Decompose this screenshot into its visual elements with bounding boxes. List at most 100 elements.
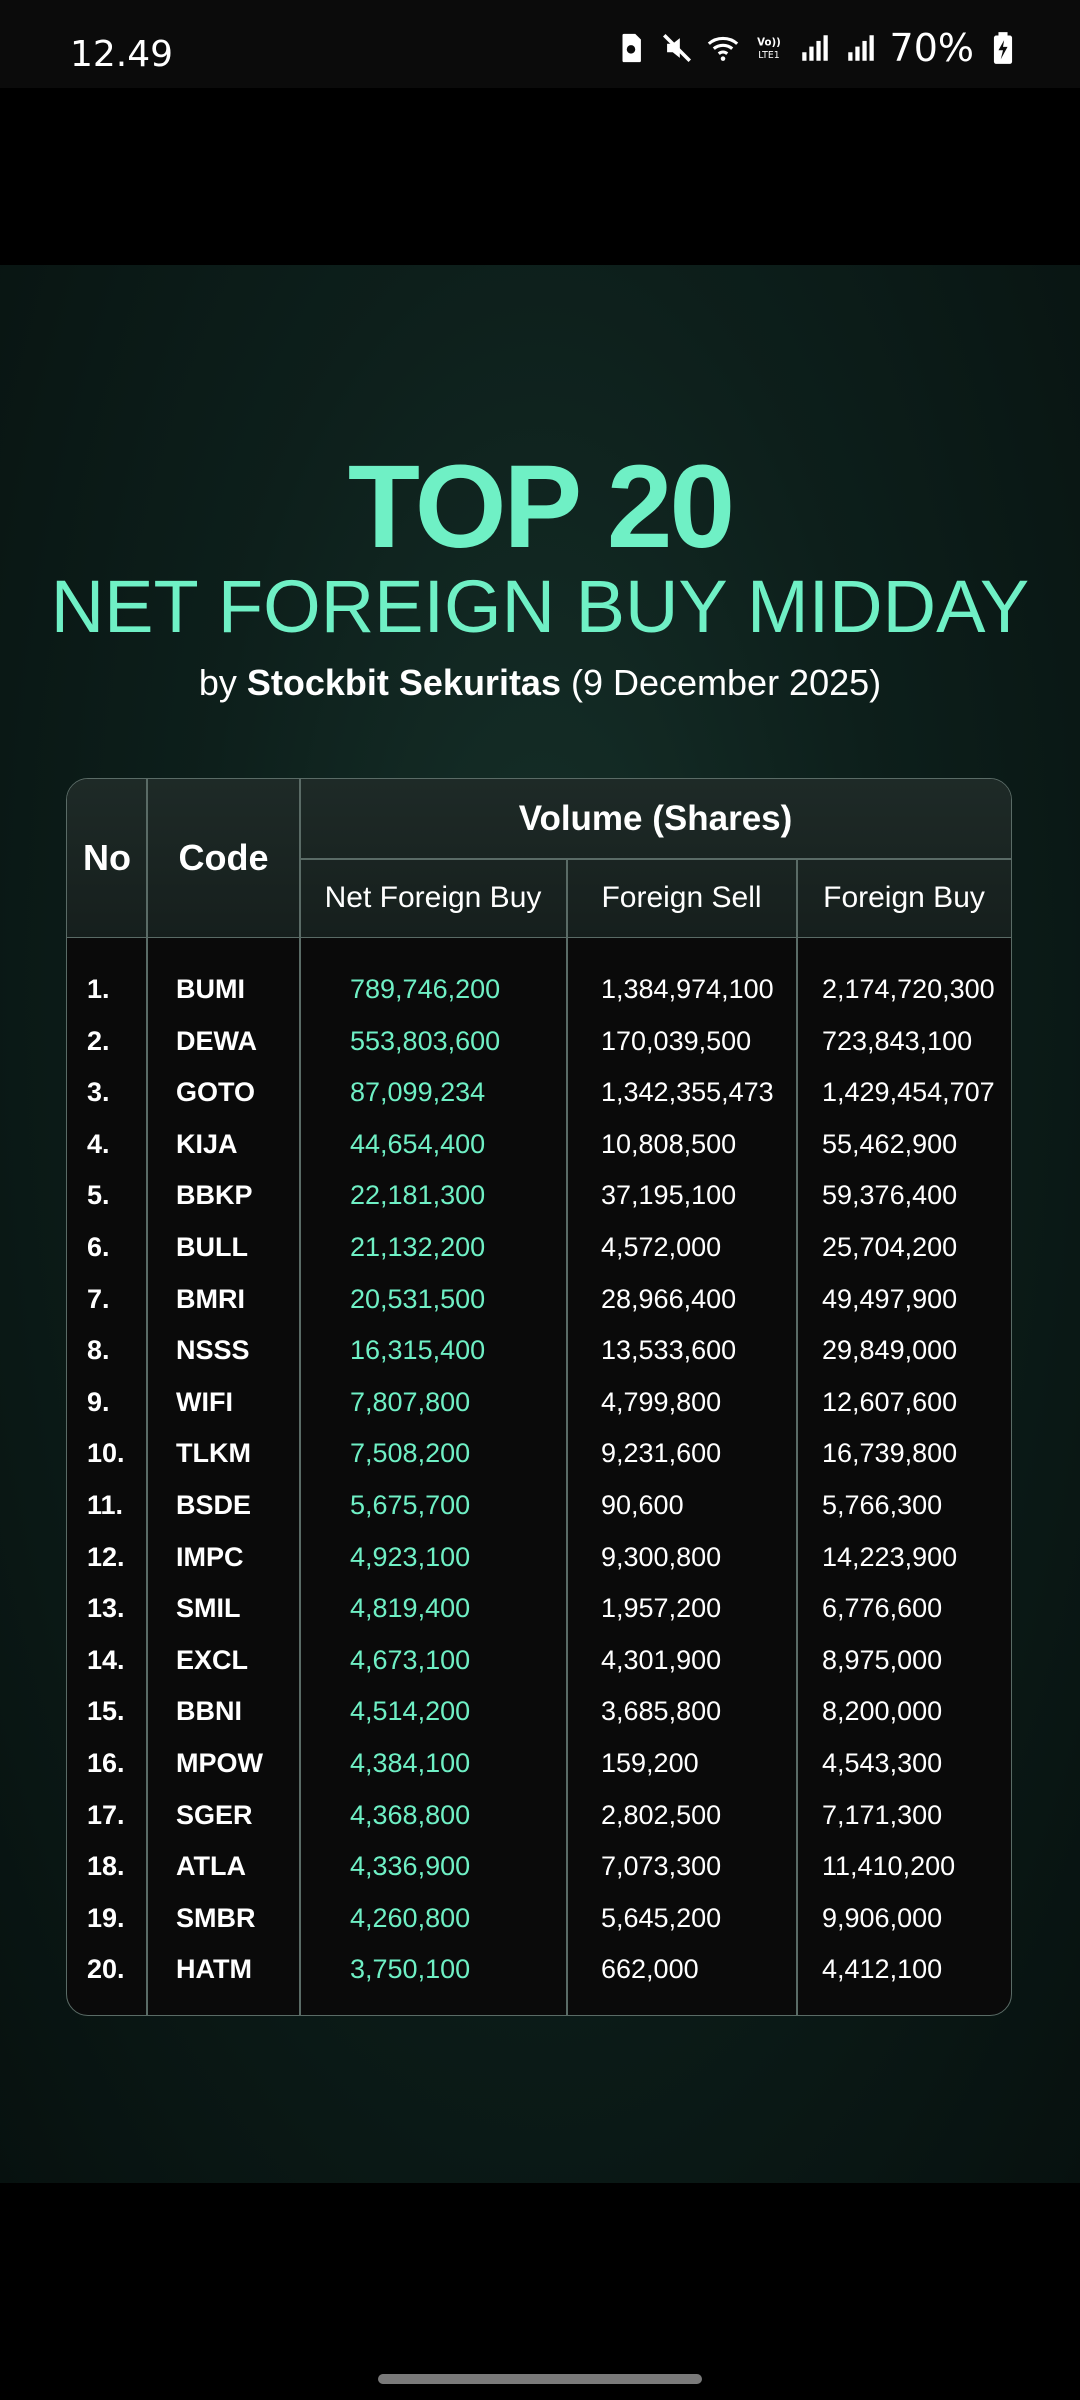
- foreign-sell-value: 1,957,200: [601, 1593, 722, 1624]
- stock-code: BUMI: [176, 974, 245, 1004]
- net-foreign-buy-value: 4,336,900: [350, 1851, 471, 1882]
- net-foreign-buy-value: 4,673,100: [350, 1644, 471, 1675]
- net-foreign-buy-value: 87,099,234: [350, 1077, 486, 1108]
- column-divider: [566, 859, 568, 2015]
- net-foreign-buy-value: 44,654,400: [350, 1128, 486, 1159]
- header-volume: Volume (Shares): [518, 798, 793, 838]
- net-foreign-buy-value: 4,368,800: [350, 1799, 471, 1830]
- table-row: 19. SMBR 4,260,800 5,645,200 9,906,000: [67, 1892, 1011, 1944]
- table-row: 8. NSSS 16,315,400 13,533,600 29,849,000: [67, 1324, 1011, 1376]
- foreign-buy-value: 55,462,900: [822, 1128, 958, 1159]
- battery-percent: 70%: [889, 26, 974, 70]
- byline-prefix: by: [198, 662, 247, 703]
- net-foreign-buy-table: No Code Volume (Shares) Net Foreign Buy …: [66, 778, 1012, 2016]
- foreign-sell-value: 4,301,900: [601, 1644, 722, 1675]
- volte-icon: Vo)) LTE1: [757, 37, 781, 61]
- row-number: 1.: [87, 974, 110, 1004]
- header-net-foreign-buy: Net Foreign Buy: [324, 881, 542, 914]
- letterbox-top: [0, 88, 1080, 265]
- foreign-buy-value: 5,766,300: [822, 1490, 943, 1520]
- net-foreign-buy-value: 20,531,500: [350, 1283, 486, 1314]
- stock-code: BSDE: [176, 1490, 252, 1520]
- row-number: 19.: [87, 1902, 125, 1933]
- net-foreign-buy-value: 5,675,700: [350, 1490, 471, 1520]
- foreign-sell-value: 3,685,800: [601, 1696, 722, 1727]
- stock-code: MPOW: [176, 1748, 263, 1778]
- sim-card-icon: [622, 33, 641, 63]
- foreign-buy-value: 1,429,454,707: [822, 1077, 995, 1108]
- foreign-sell-value: 10,808,500: [601, 1128, 737, 1159]
- status-time: 12.49: [70, 34, 174, 75]
- foreign-sell-value: 1,342,355,473: [601, 1077, 774, 1108]
- foreign-sell-value: 9,231,600: [601, 1438, 722, 1469]
- table-row: 13. SMIL 4,819,400 1,957,200 6,776,600: [67, 1582, 1011, 1634]
- row-number: 3.: [87, 1077, 110, 1108]
- stock-code: DEWA: [176, 1025, 257, 1056]
- net-foreign-buy-value: 7,508,200: [350, 1438, 471, 1469]
- row-number: 9.: [87, 1386, 110, 1417]
- row-number: 14.: [87, 1644, 125, 1675]
- foreign-sell-value: 170,039,500: [601, 1025, 752, 1056]
- foreign-buy-value: 59,376,400: [822, 1180, 958, 1211]
- svg-text:LTE1: LTE1: [758, 50, 780, 61]
- stock-code: IMPC: [176, 1541, 244, 1572]
- row-number: 15.: [87, 1696, 125, 1727]
- report-date: (9 December 2025): [560, 662, 882, 703]
- net-foreign-buy-value: 7,807,800: [350, 1386, 471, 1417]
- stock-code: SGER: [176, 1799, 253, 1830]
- battery-charging-icon: [993, 32, 1013, 64]
- mute-icon: [662, 33, 691, 63]
- foreign-buy-value: 2,174,720,300: [822, 974, 995, 1004]
- foreign-buy-value: 25,704,200: [822, 1232, 958, 1262]
- net-foreign-buy-value: 4,384,100: [350, 1748, 471, 1778]
- header-foreign-sell: Foreign Sell: [601, 881, 762, 914]
- poster-subtitle: NET FOREIGN BUY MIDDAY: [50, 565, 1030, 648]
- foreign-buy-value: 6,776,600: [822, 1593, 943, 1624]
- foreign-sell-value: 5,645,200: [601, 1902, 722, 1933]
- row-number: 18.: [87, 1851, 125, 1882]
- poster-byline: by Stockbit Sekuritas (9 December 2025): [0, 662, 1080, 704]
- table-row: 5. BBKP 22,181,300 37,195,100 59,376,400: [67, 1169, 1011, 1221]
- foreign-buy-value: 16,739,800: [822, 1438, 958, 1469]
- table-row: 11. BSDE 5,675,700 90,600 5,766,300: [67, 1479, 1011, 1531]
- table-row: 10. TLKM 7,508,200 9,231,600 16,739,800: [67, 1427, 1011, 1479]
- stock-code: EXCL: [176, 1644, 249, 1675]
- foreign-buy-value: 7,171,300: [822, 1799, 943, 1830]
- table-row: 4. KIJA 44,654,400 10,808,500 55,462,900: [67, 1118, 1011, 1170]
- stock-code: BBKP: [176, 1180, 253, 1211]
- table-row: 15. BBNI 4,514,200 3,685,800 8,200,000: [67, 1685, 1011, 1737]
- foreign-buy-value: 12,607,600: [822, 1386, 958, 1417]
- net-foreign-buy-value: 553,803,600: [350, 1025, 501, 1056]
- foreign-buy-value: 4,543,300: [822, 1748, 943, 1778]
- stock-code: SMBR: [176, 1902, 256, 1933]
- foreign-sell-value: 1,384,974,100: [601, 974, 774, 1004]
- net-foreign-buy-value: 789,746,200: [350, 974, 501, 1004]
- svg-text:Vo)): Vo)): [757, 37, 781, 48]
- row-number: 6.: [87, 1232, 110, 1262]
- foreign-sell-value: 13,533,600: [601, 1335, 737, 1366]
- table-row: 9. WIFI 7,807,800 4,799,800 12,607,600: [67, 1376, 1011, 1428]
- foreign-sell-value: 37,195,100: [601, 1180, 737, 1211]
- foreign-sell-value: 9,300,800: [601, 1541, 722, 1572]
- foreign-sell-value: 28,966,400: [601, 1283, 737, 1314]
- header-divider: [300, 858, 1011, 860]
- signal-2-icon: [847, 35, 874, 61]
- net-foreign-buy-value: 4,260,800: [350, 1902, 471, 1933]
- home-indicator[interactable]: [378, 2374, 702, 2384]
- foreign-sell-value: 4,799,800: [601, 1386, 722, 1417]
- row-number: 17.: [87, 1799, 125, 1830]
- foreign-sell-value: 90,600: [601, 1490, 684, 1520]
- foreign-sell-value: 662,000: [601, 1954, 699, 1985]
- table-row: 2. DEWA 553,803,600 170,039,500 723,843,100: [67, 1015, 1011, 1067]
- column-divider: [146, 779, 148, 2015]
- brand-name: Stockbit Sekuritas: [246, 662, 561, 703]
- header-no: No: [83, 837, 131, 878]
- net-foreign-buy-value: 4,819,400: [350, 1593, 471, 1624]
- foreign-sell-value: 7,073,300: [601, 1851, 722, 1882]
- net-foreign-buy-value: 21,132,200: [350, 1232, 486, 1262]
- foreign-buy-value: 49,497,900: [822, 1283, 958, 1314]
- row-number: 11.: [87, 1490, 124, 1520]
- stock-code: HATM: [176, 1954, 252, 1985]
- foreign-buy-value: 4,412,100: [822, 1954, 943, 1985]
- stock-code: SMIL: [176, 1593, 241, 1624]
